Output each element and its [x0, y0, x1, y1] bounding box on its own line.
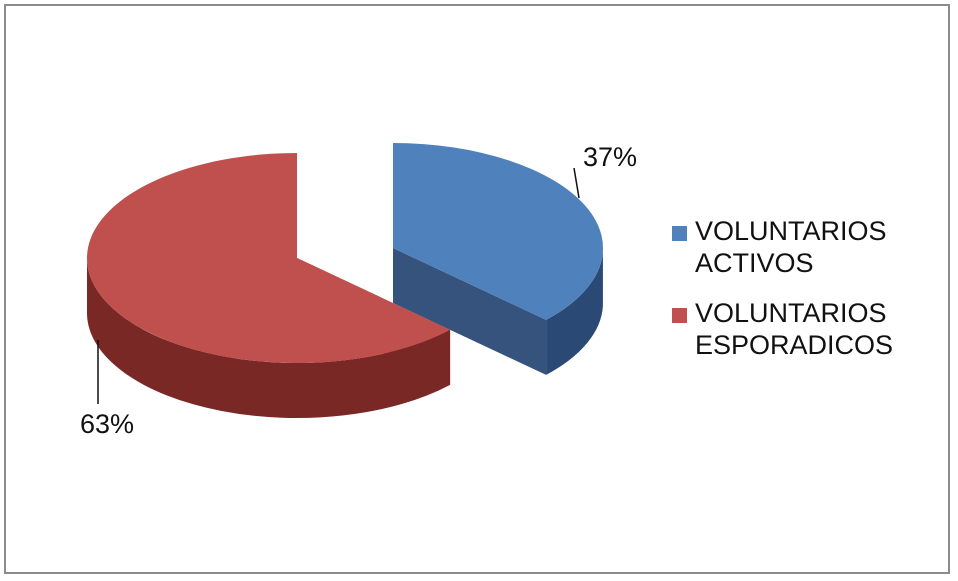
legend-label-activos: VOLUNTARIOS ACTIVOS: [695, 216, 887, 278]
legend-swatch-activos: [672, 226, 687, 241]
data-label-esporadicos: 63%: [80, 409, 134, 439]
legend-label-esporadicos: VOLUNTARIOS ESPORADICOS: [695, 298, 894, 360]
legend-item-esporadicos: VOLUNTARIOS ESPORADICOS: [672, 297, 942, 361]
slice-side-activos: [546, 250, 603, 375]
slice-radial-wall-activos-1: [393, 248, 547, 375]
data-label-activos: 37%: [583, 142, 637, 172]
legend-item-activos: VOLUNTARIOS ACTIVOS: [672, 215, 942, 279]
leader-line-activos: [573, 167, 580, 199]
slice-esporadicos: [86, 153, 451, 363]
legend: VOLUNTARIOS ACTIVOS VOLUNTARIOS ESPORADI…: [672, 215, 942, 379]
legend-swatch-esporadicos: [672, 308, 687, 323]
slice-activos: [393, 143, 604, 320]
slice-side-esporadicos: [87, 259, 451, 419]
